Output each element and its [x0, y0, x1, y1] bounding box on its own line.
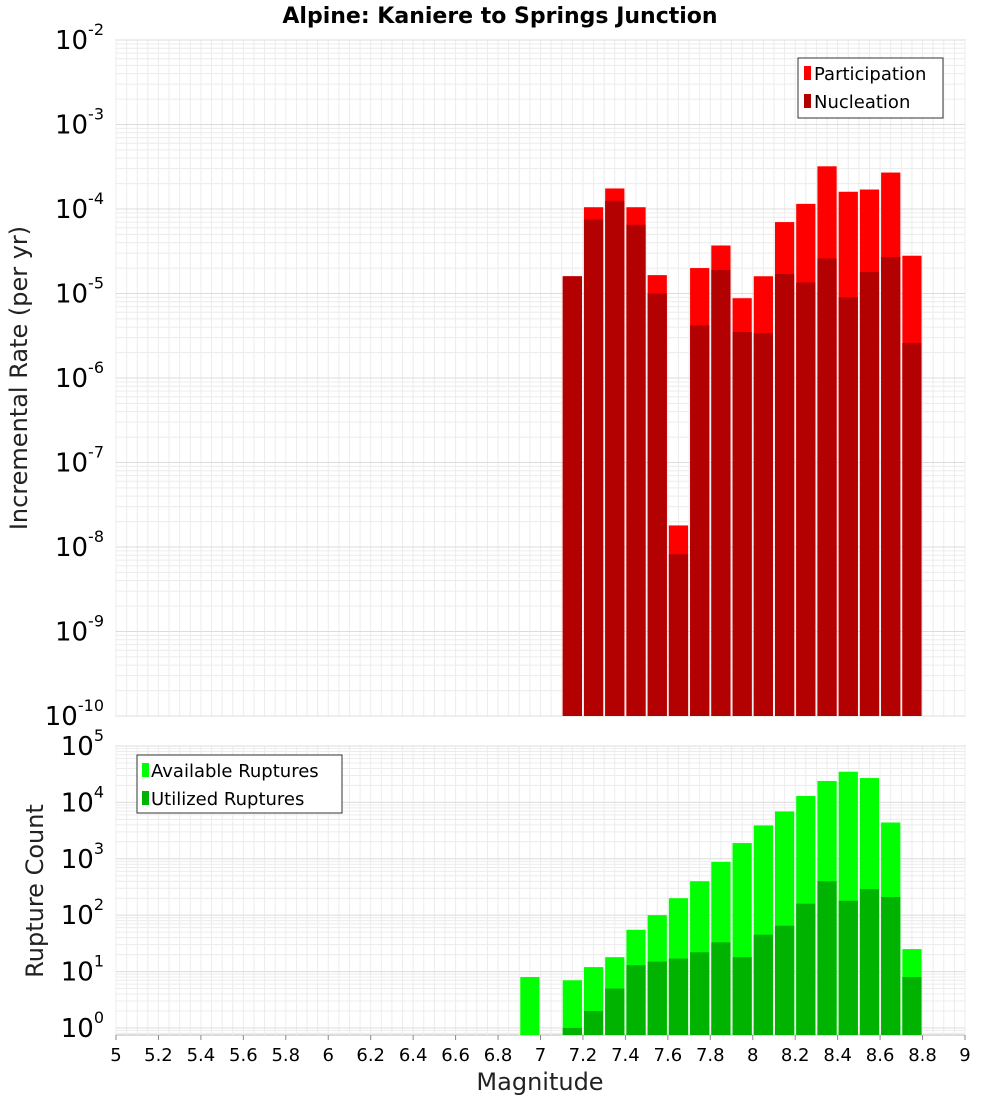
x-tick-label: 8.2 [781, 1045, 810, 1066]
x-tick-label: 6.4 [399, 1045, 428, 1066]
x-tick-label: 5.8 [271, 1045, 300, 1066]
rate-bar-nucleation [690, 325, 710, 716]
rate-panel: 10-10 10-9 10-8 10-7 10-6 10-5 10-4 10-3 10-2 In… [5, 20, 966, 732]
x-tick-label: 6.2 [356, 1045, 385, 1066]
count-bar-utilized-ruptures [838, 900, 858, 1035]
rate-bar-nucleation [732, 332, 752, 716]
count-bar-utilized-ruptures [774, 925, 795, 1035]
rate-y-tick-label: 10-8 [55, 527, 104, 563]
count-y-axis-label: Rupture Count [21, 804, 49, 978]
legend-swatch-available [142, 763, 149, 777]
rate-bar-nucleation [647, 293, 667, 716]
x-tick-label: 6 [323, 1045, 334, 1066]
x-tick-label: 9 [959, 1045, 970, 1066]
count-panel: 100 101 102 103 104 105 5 5.2 5.4 5.6 5.8 6 6.2 6.4 6… [21, 726, 971, 1096]
count-y-tick-label: 102 [61, 895, 104, 931]
rate-bar-nucleation [859, 271, 880, 716]
x-tick-label: 5 [110, 1045, 121, 1066]
legend-swatch-participation [804, 66, 811, 80]
x-axis-label: Magnitude [476, 1068, 603, 1096]
x-tick-label: 8.4 [823, 1045, 852, 1066]
x-tick-label: 8.6 [866, 1045, 895, 1066]
rate-bar-nucleation [881, 257, 901, 716]
rate-grid [115, 39, 966, 717]
count-bar-available-ruptures [520, 977, 540, 1035]
rate-bar-nucleation [838, 297, 858, 716]
x-tick-label: 5.6 [229, 1045, 258, 1066]
rate-y-axis-label: Incremental Rate (per yr) [5, 226, 33, 530]
x-tick-label: 7.6 [654, 1045, 683, 1066]
rate-y-tick-label: 10-9 [55, 612, 104, 648]
rate-bar-nucleation [562, 276, 582, 716]
rate-legend: Participation Nucleation [797, 57, 944, 119]
x-tick-label: 7.8 [696, 1045, 725, 1066]
count-bar-utilized-ruptures [562, 1027, 582, 1035]
rate-y-tick-label: 10-2 [55, 20, 104, 56]
count-bars [520, 771, 922, 1035]
count-bar-utilized-ruptures [605, 988, 625, 1035]
x-tick-label: 8.8 [908, 1045, 937, 1066]
x-tick-label: 5.4 [187, 1045, 216, 1066]
rate-y-ticks: 10-10 10-9 10-8 10-7 10-6 10-5 10-4 10-3 10-2 [45, 20, 104, 732]
count-bar-utilized-ruptures [711, 942, 731, 1035]
rate-bars [562, 166, 922, 717]
legend-label-nucleation: Nucleation [814, 92, 910, 113]
x-tick-label: 7.2 [569, 1045, 598, 1066]
count-bar-available-ruptures [562, 980, 582, 1035]
count-legend-box [136, 754, 343, 814]
rate-bar-nucleation [796, 282, 816, 716]
rate-legend-box [797, 57, 944, 119]
legend-label-participation: Participation [814, 64, 926, 85]
legend-swatch-utilized [142, 791, 149, 805]
count-bar-utilized-ruptures [626, 965, 646, 1035]
count-bar-utilized-ruptures [817, 881, 837, 1035]
x-tick-label: 6.8 [484, 1045, 513, 1066]
rate-bar-nucleation [817, 258, 837, 716]
rate-bar-nucleation [605, 200, 625, 716]
count-y-tick-label: 105 [61, 726, 104, 762]
count-bar-utilized-ruptures [881, 897, 901, 1035]
count-y-tick-label: 101 [61, 952, 104, 988]
rate-y-tick-label: 10-3 [55, 105, 104, 141]
count-bar-utilized-ruptures [583, 1010, 604, 1035]
rate-y-tick-label: 10-4 [55, 189, 104, 225]
rate-bar-nucleation [711, 269, 731, 716]
count-bar-utilized-ruptures [690, 952, 710, 1035]
rate-bar-nucleation [902, 342, 922, 716]
count-bar-utilized-ruptures [668, 958, 689, 1035]
x-tick-label: 6.6 [441, 1045, 470, 1066]
count-bar-utilized-ruptures [732, 957, 752, 1035]
rate-bar-nucleation [668, 554, 689, 716]
rate-y-tick-label: 10-7 [55, 443, 104, 479]
count-bar-utilized-ruptures [902, 977, 922, 1035]
count-y-tick-label: 104 [61, 782, 104, 818]
x-tick-label: 5.2 [144, 1045, 173, 1066]
x-tick-label: 7.4 [611, 1045, 640, 1066]
rate-bar-nucleation [626, 224, 646, 716]
x-tick-label: 7 [535, 1045, 546, 1066]
count-y-ticks: 100 101 102 103 104 105 [61, 726, 104, 1044]
count-bar-utilized-ruptures [796, 903, 816, 1035]
count-y-tick-label: 103 [61, 839, 104, 875]
rate-bar-nucleation [774, 274, 795, 716]
chart-title: Alpine: Kaniere to Springs Junction [282, 4, 717, 29]
x-tick-label: 8 [747, 1045, 758, 1066]
rate-y-tick-label: 10-5 [55, 274, 104, 310]
count-bar-utilized-ruptures [753, 934, 773, 1035]
count-y-tick-label: 100 [61, 1008, 104, 1044]
count-bar-utilized-ruptures [859, 889, 880, 1035]
rate-y-tick-label: 10-10 [45, 696, 104, 732]
rate-bar-nucleation [753, 333, 773, 716]
count-bar-utilized-ruptures [647, 961, 667, 1035]
legend-label-available: Available Ruptures [151, 761, 319, 782]
legend-swatch-nucleation [804, 94, 811, 108]
count-legend: Available Ruptures Utilized Ruptures [136, 754, 343, 814]
legend-label-utilized: Utilized Ruptures [151, 789, 304, 810]
count-x-ticks: 5 5.2 5.4 5.6 5.8 6 6.2 6.4 6.6 6.8 7 7.2 7.4 7.6 7.8 8… [110, 1035, 971, 1066]
rate-y-tick-label: 10-6 [55, 358, 104, 394]
rate-bar-nucleation [583, 219, 604, 716]
